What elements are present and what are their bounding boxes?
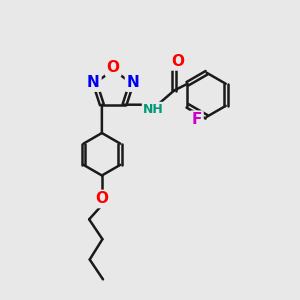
Text: F: F [191, 112, 202, 127]
Text: O: O [107, 60, 120, 75]
Text: O: O [95, 191, 108, 206]
Text: N: N [127, 75, 139, 90]
Text: NH: NH [143, 103, 164, 116]
Text: O: O [171, 54, 184, 69]
Text: N: N [87, 75, 100, 90]
